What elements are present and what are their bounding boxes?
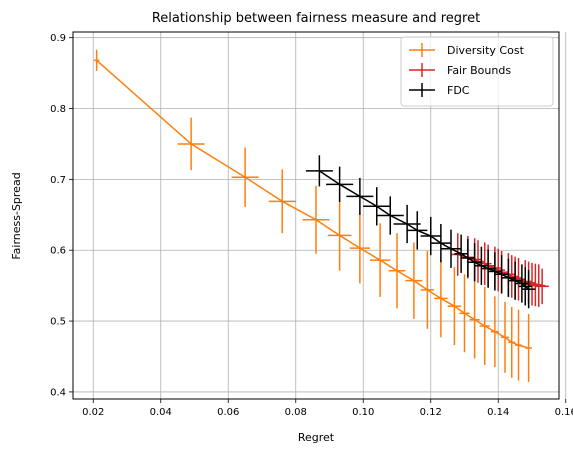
x-tick-label: 0.06 xyxy=(217,407,239,418)
legend-label: Diversity Cost xyxy=(447,44,525,57)
legend-box xyxy=(400,36,554,107)
series-2 xyxy=(305,155,536,309)
x-tick-label: 0.04 xyxy=(150,407,172,418)
x-tick-label: 0.08 xyxy=(285,407,307,418)
plot-frame xyxy=(72,31,560,400)
x-tick-label: 0.14 xyxy=(487,407,509,418)
x-tick-label: 0.02 xyxy=(82,407,104,418)
y-axis-label: Fairness-Spread xyxy=(10,172,23,259)
x-axis-label: Regret xyxy=(298,431,335,444)
series-layer xyxy=(93,49,549,382)
series-0 xyxy=(93,49,532,382)
series-line xyxy=(318,170,530,290)
y-tick-label: 0.7 xyxy=(50,175,66,186)
chart-title: Relationship between fairness measure an… xyxy=(152,11,480,26)
x-tick-label: 0.16 xyxy=(555,407,573,418)
y-tick-label: 0.5 xyxy=(50,317,66,328)
y-tick-label: 0.4 xyxy=(50,387,66,398)
y-tick-label: 0.8 xyxy=(50,104,66,115)
x-tick-label: 0.10 xyxy=(352,407,374,418)
legend-label: Fair Bounds xyxy=(447,64,511,77)
legend: Diversity Cost Fair Bounds FDC xyxy=(400,36,554,107)
y-tick-label: 0.9 xyxy=(50,33,66,44)
legend-label: FDC xyxy=(447,84,470,97)
ticks: 0.02 0.04 0.06 0.08 0.10 0.12 0.14 0.16 0.4 0.5 0.… xyxy=(50,33,573,418)
x-tick-label: 0.12 xyxy=(420,407,442,418)
y-tick-label: 0.6 xyxy=(50,246,66,257)
